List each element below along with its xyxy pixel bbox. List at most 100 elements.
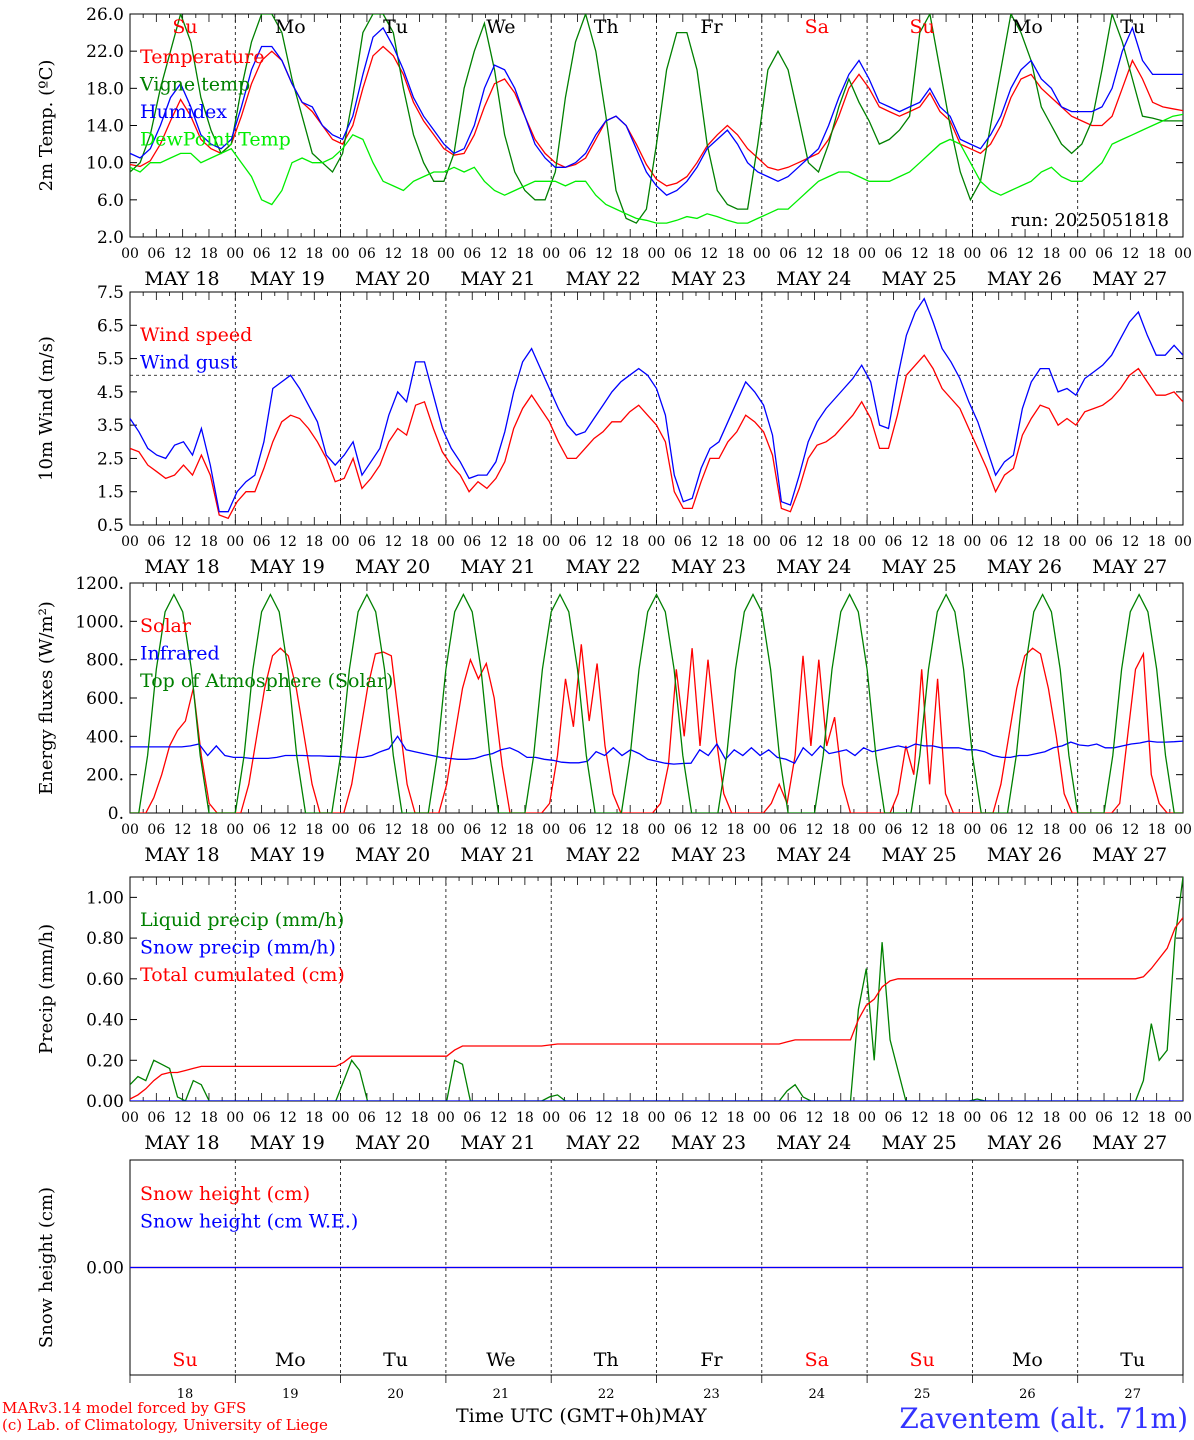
hour-label: 18: [1042, 822, 1060, 838]
hour-label: 12: [806, 246, 824, 262]
hour-label: 06: [779, 246, 797, 262]
hour-label: 18: [727, 822, 745, 838]
date-label: MAY 23: [671, 1132, 746, 1154]
date-label: MAY 26: [987, 1132, 1062, 1154]
date-label: MAY 20: [355, 844, 430, 866]
hour-label: 18: [727, 1110, 745, 1126]
weekday-label-top: Th: [594, 16, 619, 38]
hour-label: 00: [648, 1110, 666, 1126]
hour-label: 06: [147, 822, 165, 838]
hour-label: 12: [279, 534, 297, 550]
hour-label: 06: [358, 1110, 376, 1126]
panel-3: 0. 200. 400. 600. 800. 1000. 1200. 00 06 12 18 MAY …: [36, 574, 1192, 866]
date-label: MAY 27: [1092, 844, 1167, 866]
hour-label: 00: [753, 534, 771, 550]
hour-label: 06: [674, 246, 692, 262]
series-line-1: [130, 354, 1183, 520]
hour-label: 06: [1095, 822, 1113, 838]
hour-label: 12: [1121, 1110, 1139, 1126]
hour-label: 06: [1095, 246, 1113, 262]
date-label: MAY 22: [566, 268, 641, 290]
hour-label: 12: [595, 1110, 613, 1126]
date-label: MAY 24: [776, 1132, 851, 1154]
hour-label: 00: [121, 822, 139, 838]
y-tick-label: 200.: [86, 766, 124, 786]
hour-label: 00: [858, 534, 876, 550]
hour-label: 06: [779, 534, 797, 550]
hour-label: 00: [121, 534, 139, 550]
series-line-1: [130, 644, 1183, 813]
hour-label: 12: [806, 1110, 824, 1126]
hour-label: 06: [147, 246, 165, 262]
hour-label: 18: [937, 534, 955, 550]
day-number: 19: [282, 1387, 299, 1402]
date-label: MAY 24: [776, 556, 851, 578]
y-tick-label: 18.0: [86, 79, 124, 99]
legend-entry: Total cumulated (cm): [140, 964, 345, 986]
hour-label: 06: [569, 246, 587, 262]
hour-label: 00: [753, 246, 771, 262]
weekday-label-bottom: Fr: [700, 1349, 723, 1371]
hour-label: 06: [779, 822, 797, 838]
hour-label: 06: [1095, 534, 1113, 550]
hour-label: 06: [147, 1110, 165, 1126]
y-tick-label: 0.: [108, 804, 124, 824]
hour-label: 12: [595, 534, 613, 550]
hour-label: 12: [911, 246, 929, 262]
weekday-label-bottom: Su: [172, 1349, 197, 1371]
hour-label: 06: [990, 1110, 1008, 1126]
hour-label: 18: [832, 822, 850, 838]
hour-label: 06: [253, 1110, 271, 1126]
weekday-label-top: Su: [909, 16, 934, 38]
y-tick-label: 4.5: [97, 383, 124, 403]
hour-label: 06: [358, 534, 376, 550]
hour-label: 18: [516, 822, 534, 838]
date-label: MAY 21: [460, 844, 535, 866]
hour-label: 00: [332, 246, 350, 262]
hour-label: 18: [621, 246, 639, 262]
hour-label: 18: [937, 1110, 955, 1126]
hour-label: 18: [200, 1110, 218, 1126]
hour-label: 12: [384, 1110, 402, 1126]
weekday-label-top: Mo: [275, 16, 306, 38]
hour-label: 00: [858, 1110, 876, 1126]
credit-line-2: (c) Lab. of Climatology, University of L…: [2, 1416, 328, 1434]
hour-label: 18: [200, 534, 218, 550]
model-credit: MARv3.14 model forced by GFS (c) Lab. of…: [2, 1400, 328, 1434]
hour-label: 00: [1069, 534, 1087, 550]
hour-label: 18: [516, 534, 534, 550]
date-label: MAY 27: [1092, 268, 1167, 290]
date-label: MAY 18: [144, 844, 219, 866]
hour-label: 06: [463, 822, 481, 838]
y-tick-label: 6.0: [97, 191, 124, 211]
station-title: Zaventem (alt. 71m): [899, 1402, 1188, 1435]
legend-entry: Snow height (cm W.E.): [140, 1211, 358, 1233]
hour-label: 00: [753, 1110, 771, 1126]
hour-label: 12: [1121, 822, 1139, 838]
hour-label: 18: [516, 1110, 534, 1126]
y-tick-label: 2.0: [97, 228, 124, 248]
date-label: MAY 18: [144, 268, 219, 290]
legend-entry: Snow precip (mm/h): [140, 937, 336, 959]
hour-label: 18: [832, 534, 850, 550]
time-axis-title: Time UTC (GMT+0h)MAY: [456, 1405, 707, 1427]
hour-label: 06: [463, 1110, 481, 1126]
hour-label: 12: [700, 822, 718, 838]
y-tick-label: 6.5: [97, 316, 124, 336]
hour-label: 12: [806, 534, 824, 550]
hour-label: 18: [832, 1110, 850, 1126]
weekday-label-top: Mo: [1012, 16, 1043, 38]
y-tick-label: 7.5: [97, 283, 124, 303]
weekday-label-bottom: Tu: [1120, 1349, 1145, 1371]
date-label: MAY 19: [250, 268, 325, 290]
hour-label: 18: [937, 822, 955, 838]
day-number: 21: [493, 1387, 510, 1402]
weekday-label-top: Fr: [700, 16, 723, 38]
hour-label: 06: [569, 822, 587, 838]
y-tick-label: 1.5: [97, 483, 124, 503]
weekday-label-bottom: Sa: [805, 1349, 829, 1371]
date-label: MAY 18: [144, 1132, 219, 1154]
weekday-label-bottom: Tu: [383, 1349, 408, 1371]
day-number: 27: [1124, 1387, 1141, 1402]
plot-frame: [129, 13, 1184, 238]
